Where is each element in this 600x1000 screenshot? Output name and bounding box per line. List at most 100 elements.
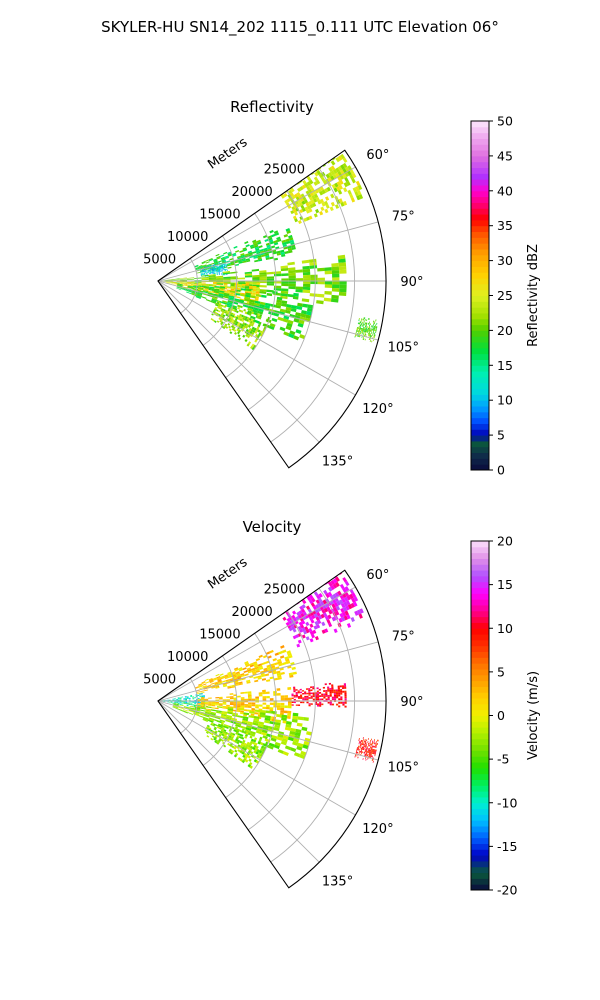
echo-gate [201, 274, 209, 277]
echo-gate [219, 287, 225, 290]
echo-gate [251, 726, 258, 731]
echo-gate [308, 627, 313, 633]
echo-gate [349, 168, 355, 175]
echo-gate [225, 731, 228, 735]
colorbar-segment [471, 715, 489, 722]
echo-gate [282, 241, 287, 246]
echo-gate [233, 754, 238, 758]
echo-gate [285, 227, 291, 232]
echo-gate [226, 303, 233, 307]
echo-gate [216, 278, 224, 280]
echo-gate [370, 746, 372, 749]
echo-gate [358, 752, 360, 754]
echo-gate [313, 181, 318, 186]
echo-gate [322, 686, 326, 689]
echo-gate [266, 704, 270, 708]
echo-gate [211, 299, 217, 303]
echo-gate [212, 295, 218, 299]
echo-gate [331, 691, 334, 694]
echo-gate [205, 272, 207, 274]
echo-gate [321, 693, 324, 696]
echo-gate [215, 268, 218, 270]
echo-gate [247, 721, 253, 725]
echo-gate [317, 703, 320, 706]
echo-gate [360, 747, 362, 750]
echo-gate [318, 615, 323, 620]
echo-gate [207, 275, 209, 277]
echo-gate [178, 707, 184, 710]
echo-gate [365, 333, 367, 336]
echo-gate [301, 259, 310, 264]
echo-gate [269, 702, 274, 706]
echo-gate [367, 754, 369, 757]
echo-gate [306, 307, 313, 313]
echo-gate [256, 754, 260, 759]
echo-gate [219, 269, 221, 271]
echo-gate [212, 735, 215, 738]
echo-gate [210, 318, 214, 321]
sector-frame [157, 149, 387, 469]
echo-gate [301, 620, 306, 625]
echo-gate [244, 691, 248, 694]
echo-gate [205, 709, 211, 712]
echo-gate [374, 751, 376, 753]
echo-gate [360, 332, 362, 335]
echo-gate [362, 338, 364, 340]
echo-gate [360, 751, 362, 753]
echo-gate [211, 701, 216, 704]
echo-gate [359, 327, 361, 330]
echo-gate [253, 759, 258, 763]
echo-gate [214, 267, 216, 270]
echo-gate [177, 708, 183, 712]
echo-gate [359, 322, 361, 325]
colorbar-segment [471, 849, 489, 856]
echo-gate [254, 747, 258, 752]
echo-gate [172, 705, 179, 708]
echo-gate [362, 743, 364, 746]
echo-gate [235, 250, 240, 253]
echo-gate [299, 334, 306, 340]
colorbar-segment [471, 307, 489, 314]
echo-gate [282, 751, 289, 757]
echo-gate [255, 312, 259, 316]
echo-gate [244, 673, 249, 677]
echo-gate [240, 253, 245, 256]
echo-gate [219, 305, 223, 309]
echo-gate [248, 317, 252, 321]
echo-gate [302, 692, 305, 695]
echo-gate [220, 318, 223, 322]
echo-gate [254, 664, 259, 668]
echo-gate [371, 748, 374, 751]
echo-gate [216, 320, 220, 323]
echo-gate [293, 701, 296, 704]
echo-gate [340, 701, 343, 704]
azimuth-tick-label: 75° [392, 629, 415, 644]
echo-gate [252, 276, 260, 280]
echo-gate [313, 176, 319, 182]
echo-gate [297, 697, 301, 699]
echo-gate [360, 321, 362, 324]
echo-gate [287, 319, 294, 325]
echo-gate [365, 330, 367, 333]
colorbar-segment [471, 417, 489, 424]
echo-gate [214, 261, 219, 264]
echo-gate [233, 245, 238, 249]
echo-gate [213, 728, 217, 731]
echo-gate [360, 741, 362, 744]
echo-gate [220, 313, 224, 316]
echo-gate [361, 332, 363, 335]
echo-gate [218, 703, 223, 705]
echo-gate [259, 736, 263, 740]
echo-gate [247, 691, 252, 694]
echo-gate [206, 263, 211, 267]
echo-gate [261, 678, 267, 681]
echo-gate [215, 266, 217, 268]
echo-gate [256, 289, 260, 292]
echo-gate [359, 608, 364, 614]
echo-gate [252, 309, 258, 313]
echo-gate [255, 657, 261, 662]
echo-gate [227, 266, 232, 269]
echo-gate [370, 746, 372, 749]
echo-gate [362, 746, 364, 749]
echo-gate [306, 731, 313, 736]
